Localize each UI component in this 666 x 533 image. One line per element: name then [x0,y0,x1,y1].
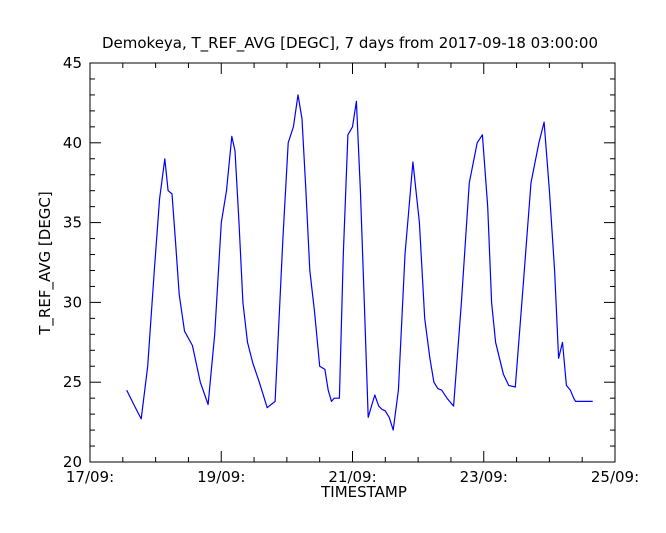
x-tick-label: 25/09: [591,468,639,486]
x-tick-label: 23/09: [460,468,508,486]
x-tick-label: 17/09: [66,468,114,486]
y-tick-label: 45 [63,54,82,72]
y-tick-label: 20 [63,453,82,471]
y-tick-label: 40 [63,134,82,152]
series-line [126,94,593,431]
y-tick-label: 25 [63,373,82,391]
y-tick-label: 35 [63,214,82,232]
x-axis-label: TIMESTAMP [320,483,407,501]
series-layer [126,94,593,431]
x-tick-label: 19/09: [197,468,245,486]
axis-ticks: 20 25 30 35 40 45 17/09: 19/09: 21/09: 23/09: 25/0… [63,54,639,486]
y-tick-label: 30 [63,293,82,311]
x-tick-label: 21/09: [328,468,376,486]
y-axis-label: T_REF_AVG [DEGC] [36,191,55,335]
chart-title: Demokeya, T_REF_AVG [DEGC], 7 days from … [102,34,598,53]
